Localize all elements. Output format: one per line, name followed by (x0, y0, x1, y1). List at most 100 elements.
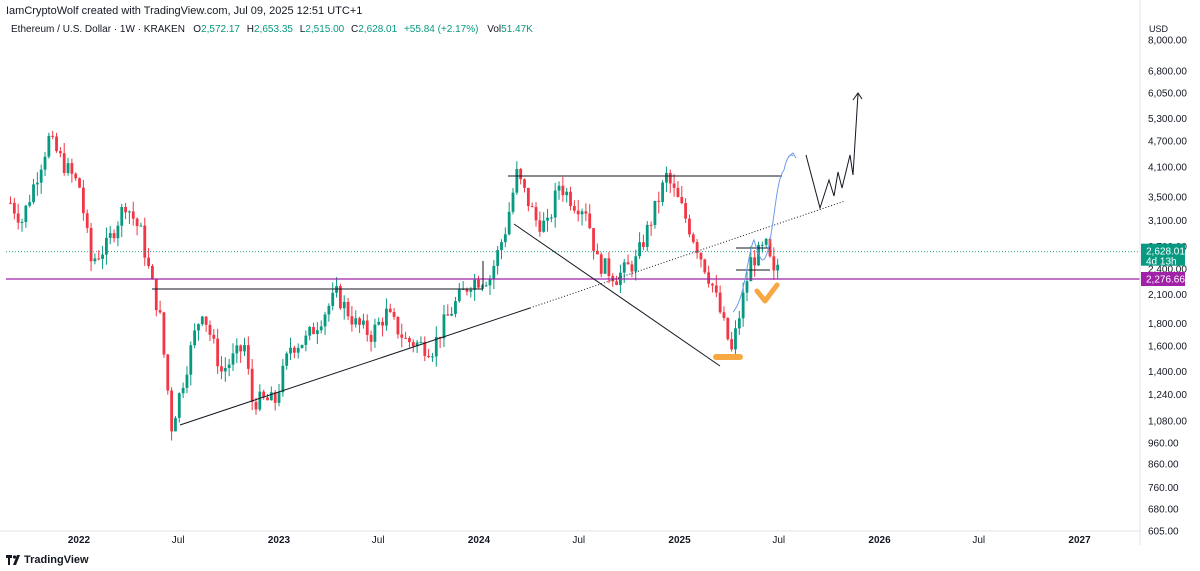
candle-body (162, 312, 166, 355)
candle-body (312, 326, 315, 335)
candle-body (526, 187, 530, 207)
candle-body (93, 258, 97, 262)
candle-body (78, 178, 81, 188)
projection-arrowhead (787, 152, 797, 159)
time-tick-label: 2022 (68, 535, 91, 546)
candle-body (626, 262, 630, 265)
time-tick-label: Jul (172, 535, 185, 546)
candle-body (327, 305, 331, 315)
candle-body (450, 313, 454, 316)
price-tick-label: 5,300.00 (1148, 114, 1187, 125)
volume-label: Vol (487, 24, 502, 35)
candle-body (519, 169, 523, 180)
candle-body (672, 183, 676, 188)
candle-body (622, 262, 626, 273)
candle-body (776, 264, 780, 271)
forecast-path (805, 93, 859, 210)
candle-body (599, 254, 603, 274)
candle-body (757, 244, 760, 266)
candle-body (28, 202, 32, 206)
candle-body (668, 172, 672, 184)
falling-trendline (513, 223, 721, 367)
candle-body (154, 279, 158, 311)
candle-body (277, 392, 281, 403)
rising-support-line (179, 307, 531, 426)
candle-body (557, 185, 561, 191)
price-tick-label: 1,240.00 (1148, 390, 1187, 401)
price-tick-label: 860.00 (1148, 460, 1179, 471)
price-tick-label: 6,050.00 (1148, 89, 1187, 100)
candle-body (181, 387, 185, 394)
time-tick-label: 2025 (668, 535, 691, 546)
tradingview-footer: TradingView (6, 554, 89, 566)
candle-body (477, 279, 480, 288)
candle-body (139, 225, 143, 227)
candle-body (43, 156, 47, 170)
candle-body (296, 347, 300, 353)
candle-body (388, 308, 392, 312)
candle-body (177, 393, 181, 418)
candle-body (569, 191, 572, 207)
high-value: 2,653.35 (254, 24, 293, 35)
candle-body (711, 283, 714, 286)
candle-body (223, 367, 227, 372)
candle-body (166, 354, 170, 391)
candle-body (147, 257, 150, 266)
candle-body (258, 391, 262, 410)
candle-body (97, 258, 101, 260)
candle-body (488, 278, 492, 286)
candle-body (454, 301, 457, 314)
candle-body (35, 182, 39, 185)
candle-body (734, 328, 737, 350)
candle-body (680, 197, 684, 204)
candle-body (216, 338, 220, 367)
candle-body (193, 330, 197, 346)
candle-body (266, 397, 269, 401)
candle-body (350, 316, 354, 325)
high-label: H (246, 24, 255, 35)
candle-body (89, 227, 93, 262)
candle-body (515, 169, 519, 193)
candle-body (269, 392, 273, 401)
candle-body (342, 301, 346, 309)
chart-attribution: IamCryptoWolf created with TradingView.c… (6, 5, 363, 17)
candle-body (691, 234, 695, 243)
candle-body (595, 250, 599, 255)
candle-body (250, 368, 254, 402)
candle-body (469, 289, 473, 292)
candle-body (120, 207, 124, 226)
candle-body (465, 288, 469, 292)
currency-button[interactable]: USD (1149, 24, 1169, 34)
price-tick-label: 1,600.00 (1148, 342, 1187, 353)
candle-body (749, 257, 753, 282)
candle-body (304, 335, 308, 345)
forecast-arrowhead (852, 92, 863, 101)
candle-body (319, 326, 323, 331)
candle-body (174, 417, 177, 432)
price-tick-label: 1,080.00 (1148, 416, 1187, 427)
candle-body (404, 337, 407, 339)
open-label: O (193, 24, 202, 35)
tradingview-logo-icon (6, 555, 20, 565)
candle-body (764, 238, 768, 245)
horizontal-level-tag-label: 2,276.66 (1146, 274, 1185, 285)
close-value: 2,628.01 (358, 24, 398, 35)
price-tick-label: 3,100.00 (1148, 216, 1187, 227)
candle-body (396, 316, 400, 335)
price-tick-label: 2,400.00 (1148, 264, 1187, 275)
candle-body (688, 218, 691, 235)
candle-body (151, 265, 154, 280)
candle-body (745, 281, 749, 293)
tradingview-brand: TradingView (24, 554, 89, 566)
candle-body (553, 190, 557, 218)
low-value: 2,515.00 (305, 24, 345, 35)
low-label: L (299, 24, 306, 35)
candle-body (315, 330, 319, 335)
candle-body (170, 390, 174, 432)
candle-body (695, 242, 699, 254)
candle-body (16, 213, 20, 223)
candle-body (362, 320, 365, 325)
candle-body (331, 292, 335, 306)
horizontal-level-tag (1141, 271, 1185, 286)
